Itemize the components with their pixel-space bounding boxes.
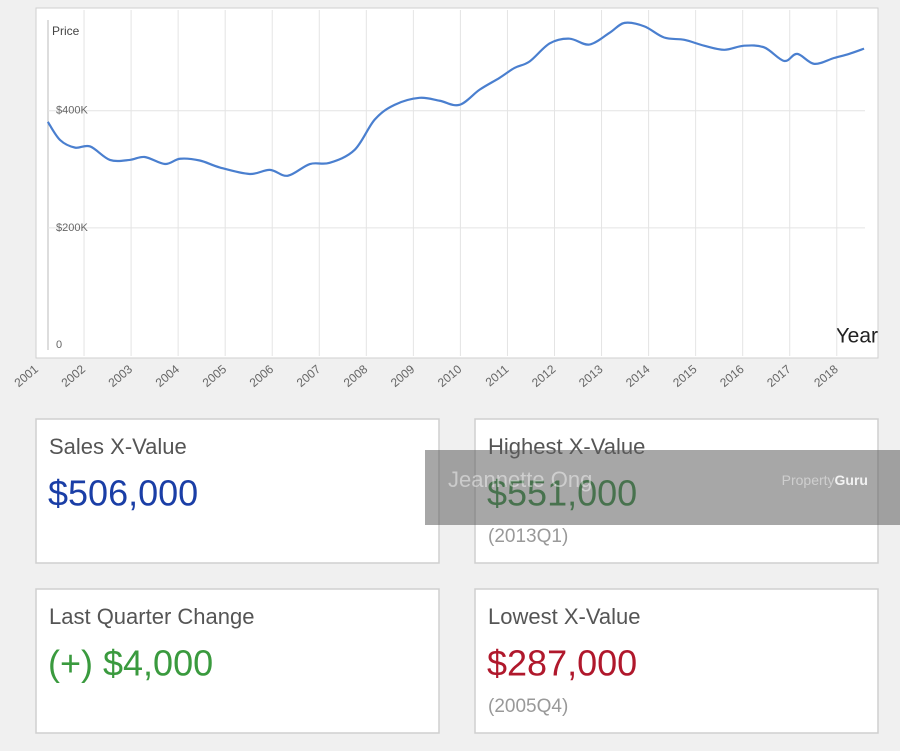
x-tick-label: 2009 [388,362,418,390]
watermark-brand-a: Property [782,472,835,488]
x-tick-label: 2012 [529,362,559,390]
x-tick-label: 2015 [670,362,700,390]
x-tick-label: 2004 [153,362,183,390]
card-title: Sales X-Value [49,434,187,459]
x-tick-label: 2007 [294,362,324,390]
watermark-brand-b: Guru [835,472,868,488]
x-tick-label: 2017 [764,362,794,390]
card-title: Last Quarter Change [49,604,254,629]
x-tick-label: 2016 [717,362,747,390]
x-tick-label: 2006 [247,362,277,390]
card-value: $287,000 [487,643,637,684]
chart-frame [35,7,879,359]
card-note: (2005Q4) [488,696,568,717]
y-tick-label: 0 [56,339,62,351]
watermark-name: Jeannette Ong [448,467,592,492]
x-tick-label: 2002 [59,362,89,390]
y-axis-label: Price [52,24,80,38]
x-axis-label: Year [836,325,878,348]
x-tick-label: 2014 [623,362,653,390]
watermark-band [425,450,900,525]
x-tick-label: 2013 [576,362,606,390]
y-tick-label: $200K [56,222,88,234]
x-tick-label: 2005 [200,362,230,390]
x-tick-label: 2003 [106,362,136,390]
x-tick-label: 2018 [811,362,841,390]
x-tick-label: 2008 [341,362,371,390]
stat-card [35,588,440,734]
watermark-brand: PropertyGuru [782,472,868,488]
x-tick-label: 2011 [483,362,512,390]
card-value: (+) $4,000 [48,643,213,684]
price-line [46,21,865,177]
card-note: (2013Q1) [488,526,568,547]
x-tick-label: 2010 [435,362,465,390]
card-title: Lowest X-Value [488,604,640,629]
stat-card [474,588,879,734]
x-tick-label: 2001 [12,362,42,390]
y-tick-label: $400K [56,105,88,117]
card-value: $506,000 [48,473,198,514]
